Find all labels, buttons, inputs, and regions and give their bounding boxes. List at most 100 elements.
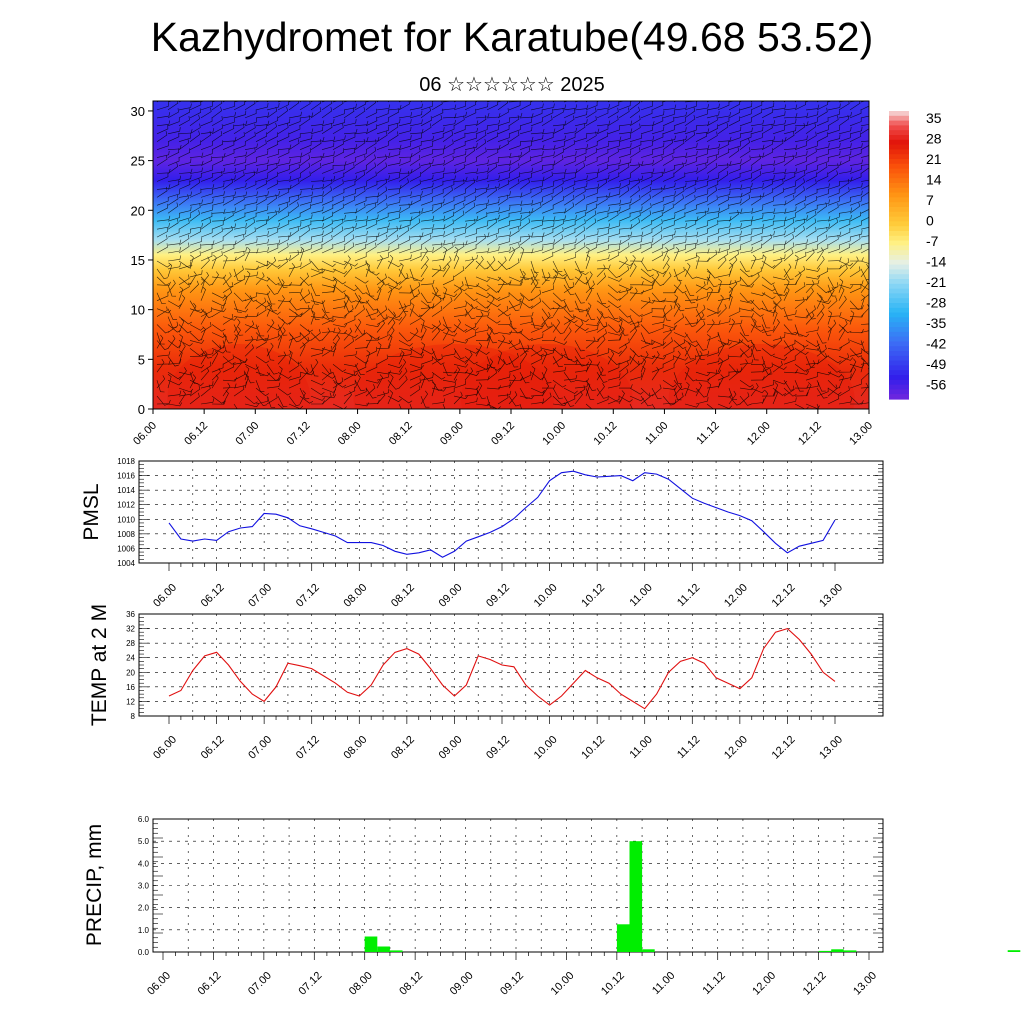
wind-barb [827,356,842,364]
wind-barb [354,276,369,284]
colorbar-cell [889,111,909,117]
wind-barb [838,278,844,293]
wind-barb [255,324,265,337]
wind-barb [695,348,705,360]
wind-barb [442,101,455,103]
wind-barb [629,356,643,366]
wind-barb [266,222,280,230]
wind-barb [563,276,574,289]
wind-barb [508,391,518,405]
wind-barb [805,204,818,214]
wind-barb [431,101,435,103]
wind-barb [860,191,869,198]
wind-barb [464,187,477,198]
wind-barb [695,340,707,351]
x-tick-label: 13.00 [847,420,875,448]
wind-barb [519,118,533,127]
wind-barb [178,274,190,286]
wind-barb [288,332,301,343]
wind-barb [750,236,763,246]
wind-barb [310,244,323,254]
wind-barb [772,364,787,370]
wind-barb [486,256,496,270]
wind-barb [673,135,687,142]
wind-barb [266,116,279,127]
wind-barb [739,166,753,174]
wind-barb [541,222,555,230]
wind-barb [607,221,621,230]
wind-barb [563,187,575,198]
wind-barb [321,164,334,174]
wind-barb [244,246,251,262]
wind-barb [563,108,576,119]
wind-barb [365,192,380,198]
wind-barb [640,102,653,111]
wind-barb [772,174,786,182]
wind-barb [277,255,291,262]
wind-barb [255,112,270,119]
wind-barb [453,125,466,135]
wind-barb [860,227,869,230]
colorbar-cell [889,144,909,150]
wind-barb [508,247,516,262]
wind-barb [761,197,774,206]
wind-barb [574,260,585,273]
wind-barb [464,276,473,289]
wind-barb [442,175,456,182]
wind-barb [574,156,587,166]
wind-barb [640,203,652,214]
wind-barb [178,103,192,111]
wind-barb [662,165,675,174]
wind-barb [244,364,259,370]
wind-barb [332,196,345,206]
wind-barb [651,318,665,325]
wind-barb [662,191,676,198]
wind-barb [321,368,332,381]
wind-barbs [156,101,869,409]
pmsl-x-tick-label: 13.00 [817,582,845,610]
wind-barb [486,183,500,190]
wind-barb [431,348,441,360]
wind-barb [365,154,376,166]
x-tick-label: 06.00 [131,420,159,448]
wind-barb [684,219,697,230]
wind-barb [662,234,674,246]
wind-barb [497,256,507,270]
precip-x-tick-label: 12.12 [801,970,829,998]
wind-barb [299,112,314,119]
wind-barb [387,308,400,318]
wind-barb [343,242,355,254]
wind-barb [288,361,300,373]
wind-barb [387,226,399,238]
wind-barb [684,318,699,325]
wind-barb [761,123,773,135]
wind-barb [497,260,511,270]
wind-barb [607,159,621,166]
wind-barb [827,103,841,111]
wind-barb [761,391,776,397]
wind-barb [827,394,840,405]
wind-barb [288,262,302,270]
wind-barb [343,300,353,313]
wind-barb [255,165,268,174]
wind-barb [706,357,720,365]
wind-barb [354,364,365,376]
wind-barb [200,367,210,381]
wind-barb [739,344,750,357]
wind-barb [695,181,708,190]
wind-barb [508,242,520,254]
wind-barb [783,369,798,374]
wind-barb [354,181,368,190]
wind-barb [244,320,255,333]
wind-barb [255,205,269,214]
wind-barb [167,279,176,293]
wind-barb [156,102,169,111]
wind-barb [849,358,857,373]
wind-barb [695,237,709,246]
wind-barb [398,346,414,351]
wind-barb [530,268,540,281]
wind-barb [827,319,837,333]
wind-barb [332,188,345,198]
wind-barb [739,117,752,127]
